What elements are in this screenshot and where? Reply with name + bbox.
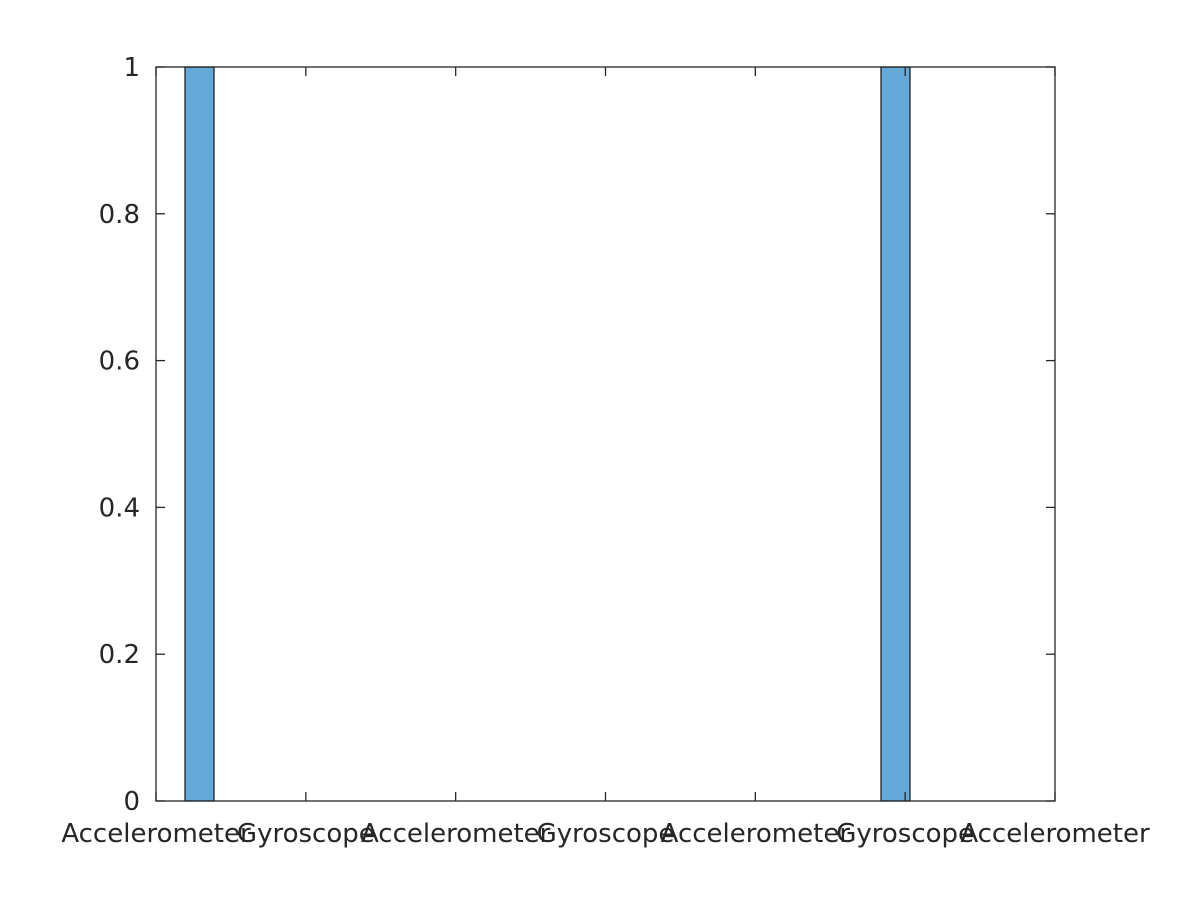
y-tick-label: 0 [123, 787, 140, 817]
x-tick-label: Gyroscope [836, 819, 974, 849]
bars-layer [184, 66, 911, 802]
labels-layer: AccelerometerGyroscopeAccelerometerGyros… [61, 53, 1150, 849]
x-tick-label: Accelerometer [61, 819, 251, 849]
bar [184, 66, 215, 802]
y-tick-label: 0.6 [99, 347, 140, 377]
x-tick-label: Gyroscope [237, 819, 375, 849]
y-tick-label: 0.2 [99, 640, 140, 670]
x-tick-label: Accelerometer [361, 819, 551, 849]
bar [880, 66, 911, 802]
x-tick-label: Accelerometer [960, 819, 1150, 849]
y-tick-label: 1 [123, 53, 140, 83]
y-tick-label: 0.4 [99, 493, 140, 523]
x-tick-label: Gyroscope [537, 819, 675, 849]
y-tick-label: 0.8 [99, 200, 140, 230]
axes-layer [155, 66, 1056, 802]
x-tick-label: Accelerometer [661, 819, 851, 849]
